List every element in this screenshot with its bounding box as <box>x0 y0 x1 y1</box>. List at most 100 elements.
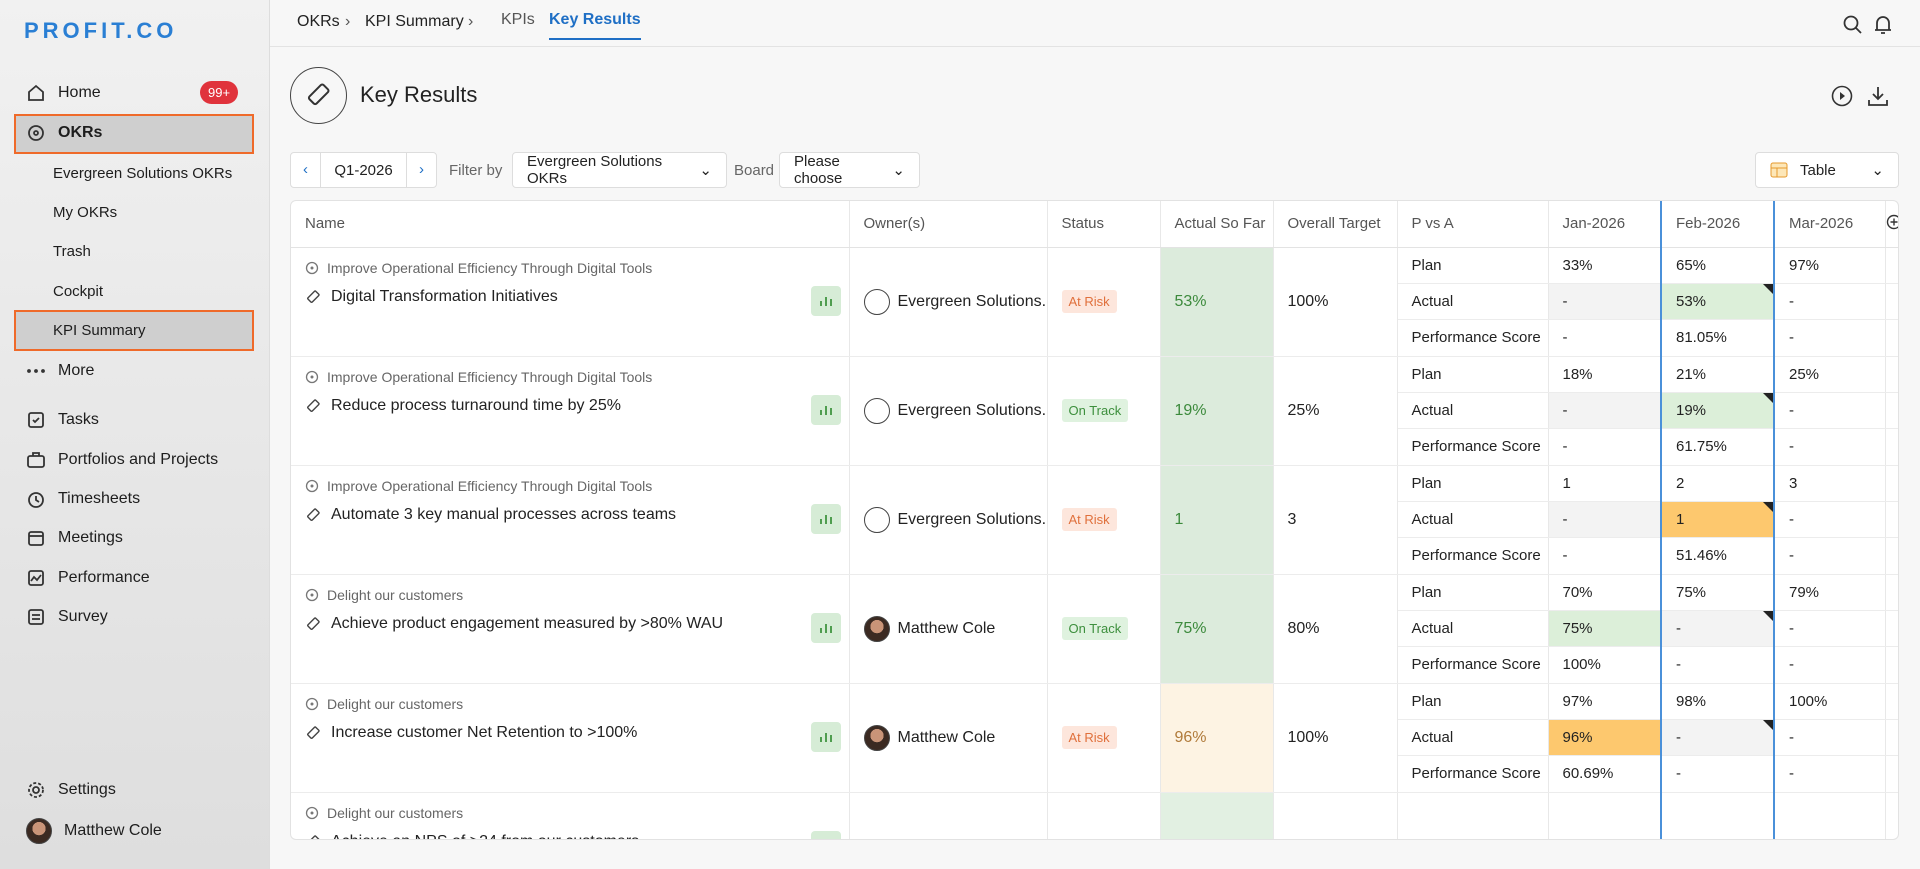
objective: Delight our customers <box>305 587 463 603</box>
metric-row: Delight our customers Achieve product eng… <box>291 574 1898 684</box>
status-cell <box>1047 792 1161 839</box>
name-cell: Improve Operational Efficiency Through D… <box>291 465 850 575</box>
chart-button[interactable] <box>810 285 841 316</box>
month-cell: - <box>1774 501 1886 539</box>
owner-name: Evergreen Solutions... <box>897 401 1047 419</box>
spacer-cell <box>1885 465 1898 502</box>
separator: › <box>468 13 474 30</box>
target-cell: 100% <box>1273 683 1398 793</box>
metric-label: Plan <box>1397 792 1549 839</box>
month-cell: - <box>1774 755 1886 793</box>
status-pill: At Risk <box>1061 508 1117 531</box>
chart-button[interactable] <box>810 503 841 534</box>
metric-label: Plan <box>1397 683 1549 720</box>
month-cell: 1 <box>1660 501 1775 539</box>
metric-label: Performance Score <box>1397 319 1549 357</box>
month-cell: - <box>1548 283 1662 321</box>
filter-select[interactable]: Evergreen Solutions OKRs ⌄ <box>512 152 727 188</box>
user[interactable]: Matthew Cole <box>26 818 162 844</box>
play-icon[interactable] <box>1830 84 1854 108</box>
kr-name[interactable]: Increase customer Net Retention to >100% <box>305 724 637 742</box>
chart-button[interactable] <box>810 612 841 643</box>
objective-text: Improve Operational Efficiency Through D… <box>327 368 653 385</box>
chart-button[interactable] <box>810 830 841 839</box>
name-cell: Delight our customers Achieve product eng… <box>291 574 850 684</box>
search-icon[interactable] <box>1842 14 1864 36</box>
nav-label: Home <box>58 84 101 101</box>
kr-name[interactable]: Automate 3 key manual processes across t… <box>305 506 676 524</box>
download-icon[interactable] <box>1866 84 1890 108</box>
objective-text: Improve Operational Efficiency Through D… <box>327 477 653 494</box>
chart-button[interactable] <box>810 394 841 425</box>
subnav[interactable]: KPI Summary <box>53 322 146 339</box>
metric-label: Actual <box>1397 501 1549 539</box>
view-select[interactable]: Table ⌄ <box>1755 152 1899 188</box>
nav-okrs[interactable]: OKRs <box>26 123 102 143</box>
subnav[interactable]: My OKRs <box>53 204 118 221</box>
month-cell: - <box>1548 392 1662 430</box>
objective: Improve Operational Efficiency Through D… <box>305 478 652 494</box>
status-pill: On Track <box>1061 399 1129 422</box>
actual-cell: 96% <box>1160 683 1274 793</box>
objective: Improve Operational Efficiency Through D… <box>305 260 652 276</box>
target-value: 25% <box>1287 401 1320 419</box>
metric-row: Improve Operational Efficiency Through D… <box>291 247 1898 357</box>
metric-row: Actual 75% - - <box>291 610 1898 648</box>
spacer-cell <box>1885 283 1898 321</box>
okrs-highlight <box>14 114 254 154</box>
subnav[interactable]: Trash <box>53 243 91 260</box>
breadcrumb[interactable]: OKRs <box>297 13 340 30</box>
status-cell: On Track <box>1047 356 1161 466</box>
nav-label: Timesheets <box>58 490 141 507</box>
metric-label: Actual <box>1397 719 1549 757</box>
name-cell: Improve Operational Efficiency Through D… <box>291 247 850 357</box>
kr-name[interactable]: Achieve an NPS of >24 from our customers <box>305 833 639 839</box>
nav-timesheets[interactable]: Timesheets <box>26 489 140 509</box>
add-column[interactable] <box>1885 201 1898 248</box>
spacer-cell <box>1885 428 1898 466</box>
page-title: Key Results <box>360 82 478 107</box>
board-select[interactable]: Please choose ⌄ <box>779 152 920 188</box>
kr-name[interactable]: Reduce process turnaround time by 25% <box>305 397 621 415</box>
status-pill: At Risk <box>1061 726 1117 749</box>
status-cell: On Track <box>1047 574 1161 684</box>
target-cell <box>1273 792 1398 839</box>
nav-meetings[interactable]: Meetings <box>26 528 123 548</box>
month-cell: - <box>1774 646 1886 684</box>
month-cell: 81.05% <box>1660 319 1775 357</box>
tab[interactable]: KPIs <box>501 11 535 28</box>
spacer-cell <box>1885 646 1898 684</box>
period-picker[interactable]: ‹ Q1-2026 › <box>290 152 437 188</box>
metric-label: Actual <box>1397 283 1549 321</box>
nav-portfolios[interactable]: Portfolios and Projects <box>26 450 218 470</box>
nav-settings[interactable]: Settings <box>26 780 116 800</box>
subnav[interactable]: Evergreen Solutions OKRs <box>53 165 233 182</box>
chart-button[interactable] <box>810 721 841 752</box>
kr-name[interactable]: Digital Transformation Initiatives <box>305 288 558 306</box>
next[interactable]: › <box>406 153 436 187</box>
caret: ⌄ <box>699 162 712 179</box>
nav-survey[interactable]: Survey <box>26 607 108 627</box>
nav-home[interactable]: Home <box>26 83 101 103</box>
breadcrumb[interactable]: KPI Summary <box>365 13 464 30</box>
column-header: P vs A <box>1397 201 1549 248</box>
prev[interactable]: ‹ <box>291 153 321 187</box>
target-cell: 100% <box>1273 247 1398 357</box>
kr-name[interactable]: Achieve product engagement measured by >… <box>305 615 723 633</box>
spacer-cell <box>1885 537 1898 575</box>
tab-active[interactable]: Key Results <box>549 11 641 40</box>
metric-label: Performance Score <box>1397 755 1549 793</box>
month-cell: - <box>1774 283 1886 321</box>
nav-more[interactable]: More <box>26 361 94 381</box>
nav-tasks[interactable]: Tasks <box>26 410 99 430</box>
nav-performance[interactable]: Performance <box>26 568 150 588</box>
month-cell: 19 <box>1660 792 1775 839</box>
column-header: Name <box>291 201 850 248</box>
month-cell: - <box>1660 646 1775 684</box>
metric-row: Improve Operational Efficiency Through D… <box>291 465 1898 575</box>
bell-icon[interactable] <box>1872 13 1894 37</box>
spacer-cell <box>1885 392 1898 430</box>
column-header: Actual So Far <box>1160 201 1274 248</box>
subnav[interactable]: Cockpit <box>53 283 104 300</box>
spacer-cell <box>1885 683 1898 720</box>
